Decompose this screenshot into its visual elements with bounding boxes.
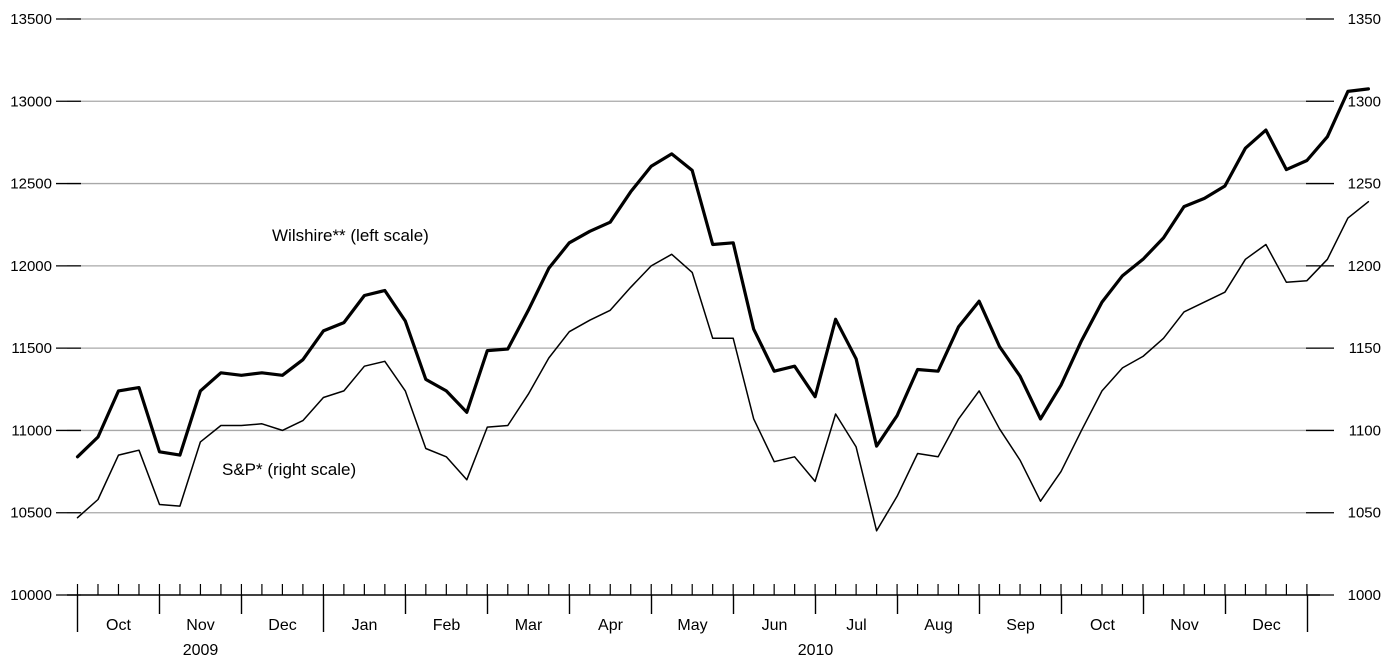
series-line-wilshire (75, 87, 1371, 459)
month-label: Dec (1252, 617, 1280, 634)
month-label: Feb (433, 617, 461, 634)
month-label: Nov (1170, 617, 1198, 634)
right-tick-label: 1000 (1348, 587, 1381, 604)
month-label: Nov (186, 617, 214, 634)
month-label: Mar (515, 617, 543, 634)
month-label: May (677, 617, 707, 634)
right-tick-label: 1250 (1348, 176, 1381, 193)
axes: 10000 10500 11000 11500 12000 12500 13000 13500… (10, 11, 1381, 658)
right-tick-label: 1050 (1348, 505, 1381, 522)
left-tick-label: 13500 (10, 11, 52, 28)
series-line-sp (76, 200, 1370, 532)
month-label: Aug (924, 617, 952, 634)
right-tick-label: 1150 (1349, 340, 1381, 357)
month-label: Oct (106, 617, 131, 634)
right-tick-label: 1100 (1349, 422, 1381, 439)
month-label: Dec (268, 617, 296, 634)
left-tick-label: 12500 (10, 176, 52, 193)
month-label: Jul (846, 617, 866, 634)
left-tick-label: 11500 (11, 340, 52, 357)
year-label: 2009 (183, 642, 219, 658)
month-label: Apr (598, 617, 624, 634)
series (75, 87, 1371, 532)
left-tick-label: 10500 (10, 505, 52, 522)
month-label: Sep (1006, 617, 1035, 634)
right-tick-label: 1350 (1348, 11, 1381, 28)
left-tick-label: 11000 (11, 422, 52, 439)
annotation-wilshire: Wilshire** (left scale) (272, 226, 429, 245)
left-tick-label: 10000 (10, 587, 52, 604)
gridlines (67, 18, 1320, 514)
month-label: Jun (762, 617, 788, 634)
month-label: Oct (1090, 617, 1115, 634)
right-tick-label: 1200 (1348, 258, 1381, 275)
right-tick-label: 1300 (1348, 93, 1381, 110)
month-label: Jan (352, 617, 378, 634)
left-tick-label: 12000 (10, 258, 52, 275)
year-label: 2010 (798, 642, 834, 658)
left-tick-label: 13000 (10, 93, 52, 110)
annotation-sp: S&P* (right scale) (222, 460, 356, 479)
